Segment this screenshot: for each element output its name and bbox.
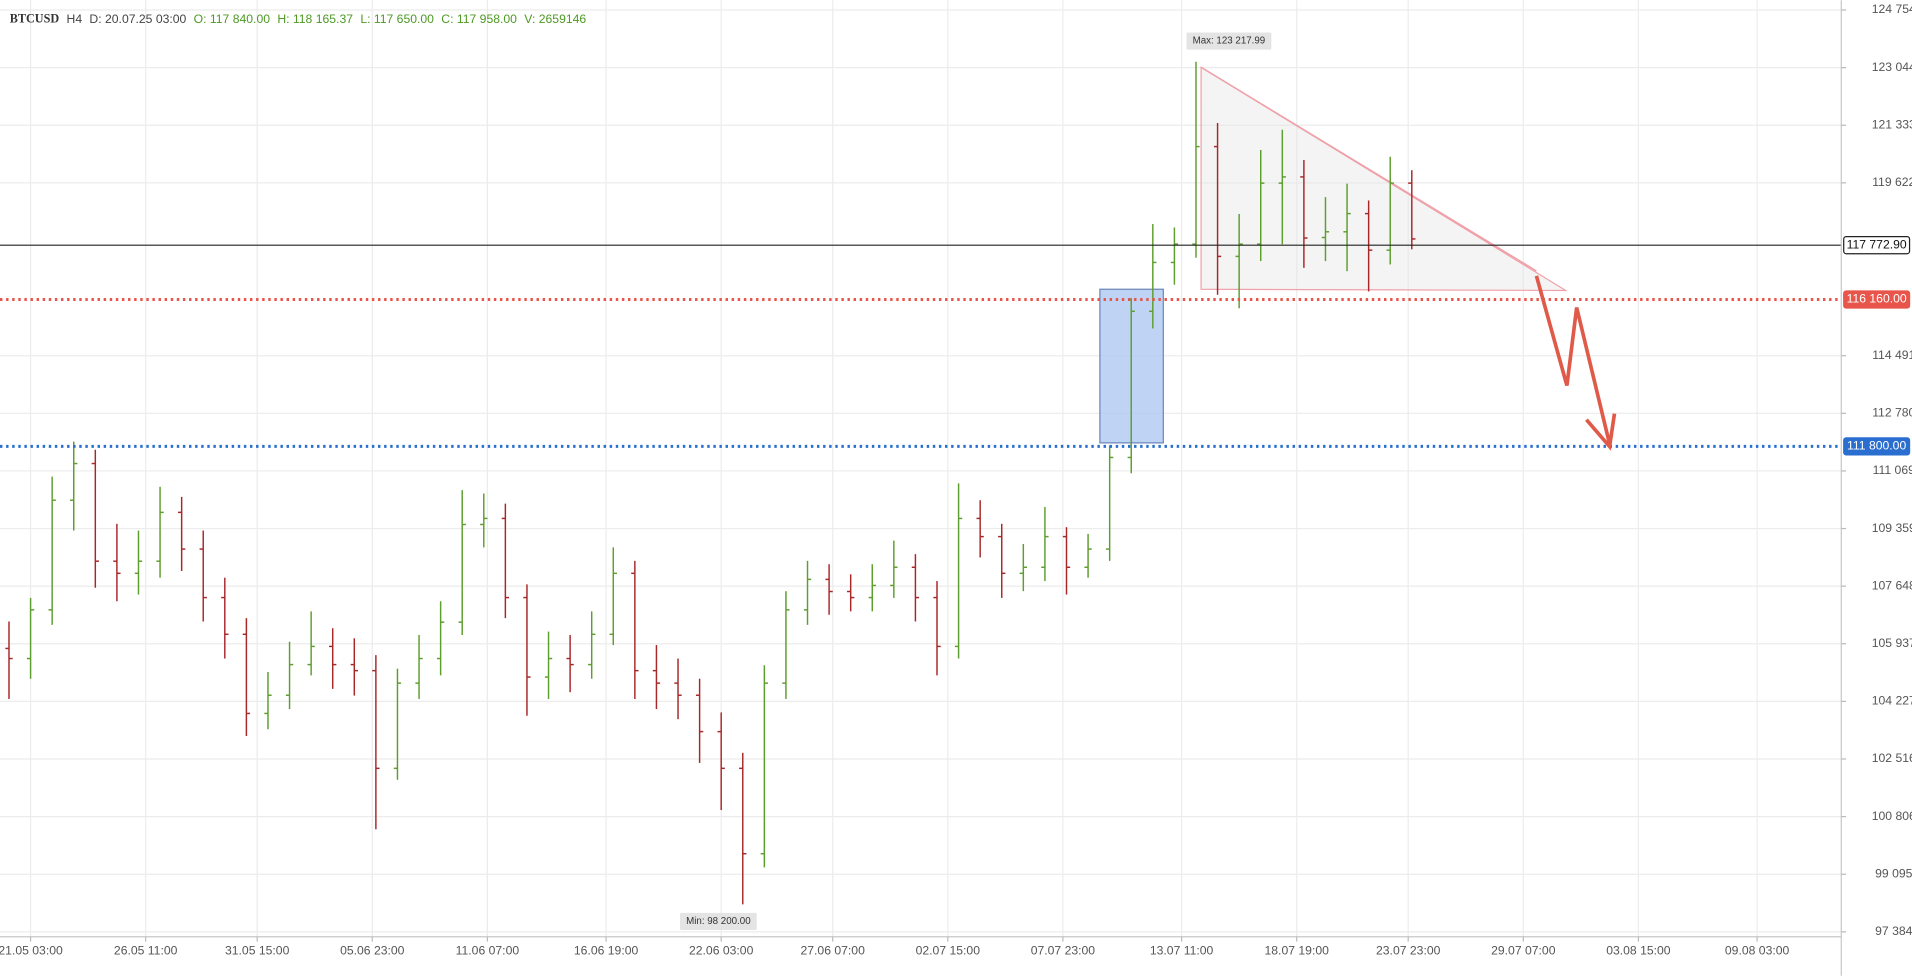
bars (5, 61, 1416, 905)
x-tick-label: 11.06 07:00 (456, 944, 520, 958)
levels: 117 772.90 116 160.00 111 800.00 (0, 236, 1911, 456)
y-tick-label: 97 384.77 (1875, 924, 1912, 938)
x-tick-label: 26.05 11:00 (114, 944, 178, 958)
x-tick-label: 05.06 23:00 (340, 944, 405, 958)
price-label: 117 772.90 (1847, 237, 1907, 251)
price-label-box (1843, 236, 1911, 255)
price-label: 116 160.00 (1847, 292, 1907, 306)
x-tick-label: 02.07 15:00 (916, 944, 981, 958)
y-tick-label: 119 622.99 (1872, 175, 1912, 189)
annotation: Max: 123 217.99 (1193, 36, 1266, 47)
x-tick-label: 13.07 11:00 (1150, 944, 1214, 958)
annotation-box (680, 912, 757, 931)
x-tick-label: 21.05 03:00 (0, 944, 63, 958)
y-tick-label: 99 095.40 (1875, 866, 1912, 880)
annotation: Min: 98 200.00 (686, 916, 751, 927)
x-tick-label: 07.07 23:00 (1031, 944, 1096, 958)
x-tick-label: 29.07 07:00 (1491, 944, 1556, 958)
price-label-box (1843, 437, 1911, 456)
x-tick-label: 18.07 19:00 (1265, 944, 1330, 958)
x-tick-label: 27.06 07:00 (800, 944, 865, 958)
y-tick-label: 105 937.93 (1872, 636, 1912, 650)
x-tick-label: 16.06 19:00 (574, 944, 639, 958)
header-item: H4 (67, 12, 83, 26)
y-tick-label: 100 806.04 (1872, 809, 1912, 823)
header-item: D: 20.07.25 03:00 (89, 12, 186, 26)
annotations: Max: 123 217.99 Min: 98 200.00 (680, 32, 1272, 931)
y-tick-label: 111 069.83 (1873, 463, 1912, 477)
x-tick-label: 09.08 03:00 (1725, 944, 1790, 958)
y-tick-label: 123 044.25 (1872, 60, 1912, 74)
y-tick-label: 109 359.19 (1872, 521, 1912, 535)
header: BTCUSD H4 D: 20.07.25 03:00 O: 117 840.00 H:… (10, 12, 587, 26)
header-item: O: 117 840.00 (194, 12, 271, 26)
header-item: L: 117 650.00 (360, 12, 434, 26)
arrow-head (1585, 413, 1617, 451)
header-item: C: 117 958.00 (441, 12, 517, 26)
x-tick-label: 22.06 03:00 (689, 944, 754, 958)
x-tick-label: 03.08 15:00 (1606, 944, 1671, 958)
grid (0, 0, 1842, 937)
x-tick-label: 31.05 15:00 (225, 944, 290, 958)
y-tick-label: 124 754.88 (1872, 2, 1912, 16)
y-tick-label: 104 227.30 (1872, 694, 1912, 708)
y-tick-label: 112 780.46 (1872, 406, 1912, 420)
y-tick-label: 107 648.56 (1872, 578, 1912, 592)
header-item: V: 2659146 (524, 12, 586, 26)
price-label-box (1843, 290, 1911, 309)
y-tick-label: 121 333.62 (1872, 117, 1912, 131)
header-item: BTCUSD (10, 12, 60, 26)
forecast-arrow (1534, 275, 1612, 445)
header-item: H: 118 165.37 (277, 12, 353, 26)
y-tick-label: 102 516.67 (1872, 751, 1912, 765)
price-label: 111 800.00 (1847, 439, 1906, 453)
y-tick-label: 114 491.09 (1872, 348, 1912, 362)
x-tick-label: 23.07 23:00 (1376, 944, 1441, 958)
trend-line (1200, 66, 1537, 272)
axes: 124 754.88 123 044.25 121 333.62 119 622.99… (0, 2, 1912, 957)
annotation-box (1186, 32, 1272, 50)
